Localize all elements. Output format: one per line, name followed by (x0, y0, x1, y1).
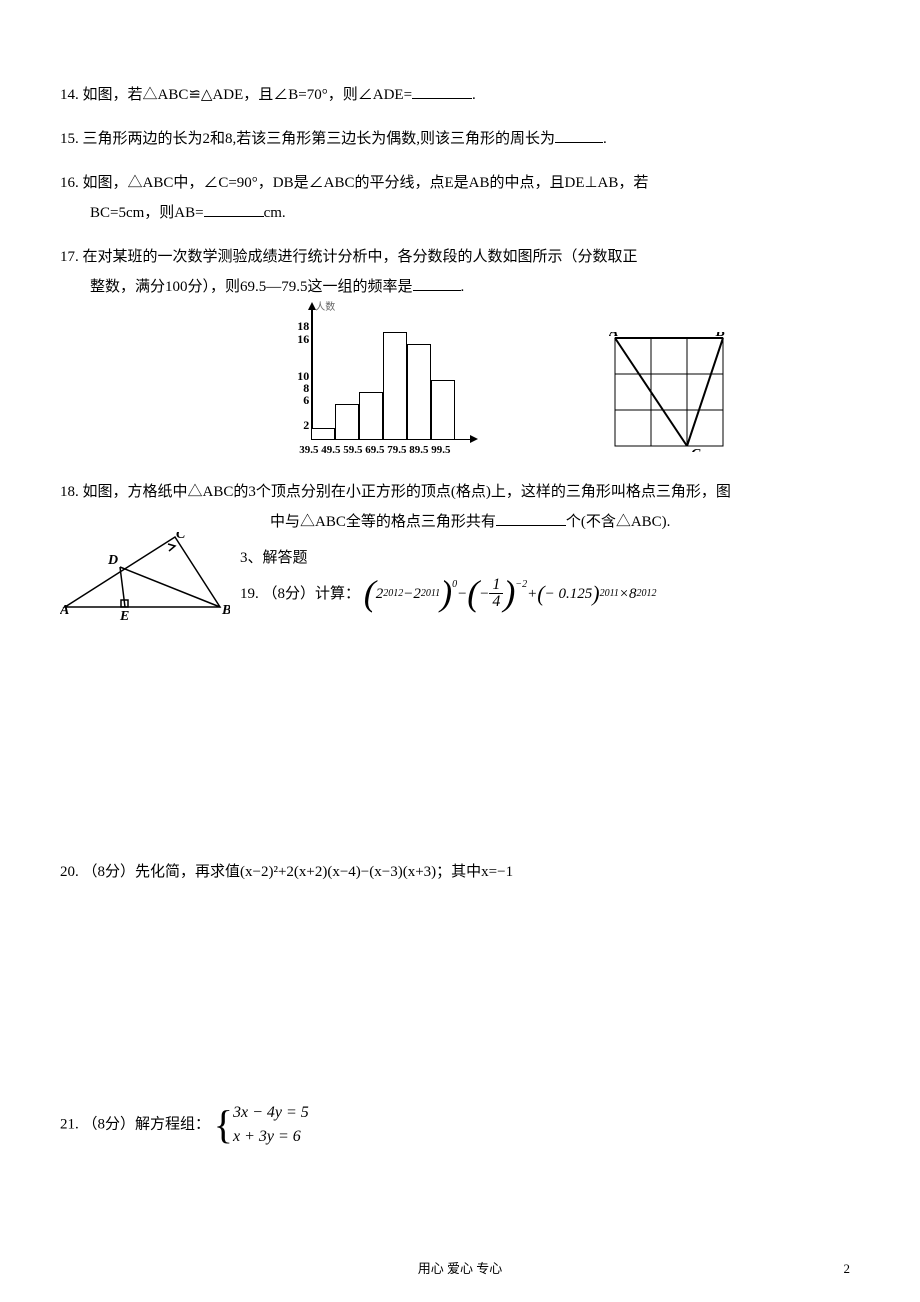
f-minus1: − (457, 579, 467, 609)
question-19: 19. （8分）计算： (22012 − 22011)0 − (−14)−2 +… (240, 577, 860, 610)
q15-blank (555, 125, 603, 143)
svg-text:C: C (176, 532, 186, 542)
q19-num: 19. (240, 579, 259, 609)
x-ticks: 39.5 49.5 59.5 69.5 79.5 89.5 99.5 (299, 444, 450, 456)
question-17: 17. 在对某班的一次数学测验成绩进行统计分析中，各分数段的人数如图所示（分数取… (60, 242, 860, 302)
f-p3e: 2011 (600, 584, 619, 604)
question-14: 14. 如图，若△ABC≌△ADE，且∠B=70°，则∠ADE=. (60, 80, 860, 110)
bar-5 (407, 344, 431, 440)
q21-eq1: 3x − 4y = 5 (233, 1101, 309, 1125)
q21-system: { 3x − 4y = 5 x + 3y = 6 (214, 1101, 309, 1149)
page-number: 2 (844, 1261, 851, 1277)
ytick-2: 2 (289, 418, 309, 433)
q18-num: 18. (60, 484, 79, 500)
q14-blank (412, 81, 472, 99)
q20-text: （8分）先化简，再求值(x−2)²+2(x+2)(x−4)−(x−3)(x+3)… (83, 864, 514, 880)
f-b1: 2 (376, 579, 384, 609)
q17-line2-before: 整数，满分100分），则69.5—79.5这一组的频率是 (90, 279, 413, 295)
page-footer: 用心 爱心 专心 (0, 1258, 920, 1277)
q16-blank (204, 199, 264, 217)
q20-num: 20. (60, 864, 79, 880)
y-axis (311, 304, 313, 440)
svg-text:B: B (221, 603, 230, 618)
figures-row: 人数 18 16 10 8 6 2 39 (60, 312, 860, 457)
q18-line2-before: 中与△ABC全等的格点三角形共有 (270, 514, 496, 530)
ytick-6: 6 (289, 393, 309, 408)
f-e2: 2011 (421, 584, 440, 604)
q18-line2-after: 个(不含△ABC). (566, 514, 671, 530)
f-p4e: 2012 (636, 584, 656, 604)
q15-num: 15. (60, 131, 79, 147)
question-20: 20. （8分）先化简，再求值(x−2)²+2(x+2)(x−4)−(x−3)(… (60, 857, 860, 887)
spacer-2 (60, 901, 860, 1101)
triangle-figure: A B C D E (60, 532, 230, 633)
ytick-16: 16 (289, 332, 309, 347)
bar-4 (383, 332, 407, 440)
q14-text-after: . (472, 87, 476, 103)
section-3-header: 3、解答题 (240, 543, 860, 573)
f-p4: 8 (629, 579, 637, 609)
q19-formula: (22012 − 22011)0 − (−14)−2 + (− 0.125)20… (364, 577, 657, 610)
svg-text:E: E (119, 609, 129, 622)
q16-line2-before: BC=5cm，则AB= (90, 205, 204, 221)
q21-eq2: x + 3y = 6 (233, 1125, 309, 1149)
q14-text-before: 如图，若△ABC≌△ADE，且∠B=70°，则∠ADE= (83, 87, 413, 103)
q17-blank (413, 273, 461, 291)
f-fd: 4 (489, 594, 503, 610)
q18-blank (496, 508, 566, 526)
q17-line2-after: . (461, 279, 465, 295)
bar-2 (335, 404, 359, 440)
question-15: 15. 三角形两边的长为2和8,若该三角形第三边长为偶数,则该三角形的周长为. (60, 124, 860, 154)
q14-num: 14. (60, 87, 79, 103)
grid-triangle-figure: A B C (609, 332, 729, 457)
f-p3: − 0.125 (545, 579, 593, 609)
q15-text-before: 三角形两边的长为2和8,若该三角形第三边长为偶数,则该三角形的周长为 (83, 131, 556, 147)
question-16: 16. 如图，△ABC中，∠C=90°，DB是∠ABC的平分线，点E是AB的中点… (60, 168, 860, 228)
q21-num: 21. (60, 1116, 79, 1132)
x-arrow (470, 435, 478, 443)
q15-text-after: . (603, 131, 607, 147)
svg-text:A: A (60, 603, 69, 618)
q18-line1: 如图，方格纸中△ABC的3个顶点分别在小正方形的顶点(格点)上，这样的三角形叫格… (83, 484, 731, 500)
f-e1: 2012 (383, 584, 403, 604)
q16-line2-after: cm. (264, 205, 286, 221)
bar-6 (431, 380, 455, 440)
question-18: 18. 如图，方格纸中△ABC的3个顶点分别在小正方形的顶点(格点)上，这样的三… (60, 477, 860, 633)
q16-line1: 如图，△ABC中，∠C=90°，DB是∠ABC的平分线，点E是AB的中点，且DE… (83, 175, 649, 191)
question-21: 21. （8分）解方程组： { 3x − 4y = 5 x + 3y = 6 (60, 1101, 860, 1149)
f-b2: 2 (413, 579, 421, 609)
f-fe: −2 (515, 575, 527, 595)
q19-prefix: （8分）计算： (263, 579, 361, 609)
grid-label-A: A (609, 332, 618, 340)
f-fn: 1 (489, 577, 503, 594)
hist-ylabel: 人数 (315, 298, 335, 313)
svg-text:D: D (107, 553, 118, 568)
f-m1: − (403, 579, 413, 609)
bar-3 (359, 392, 383, 440)
q16-num: 16. (60, 175, 79, 191)
f-times: × (619, 579, 629, 609)
f-plus1: + (527, 579, 537, 609)
y-arrow (308, 302, 316, 310)
histogram-chart: 人数 18 16 10 8 6 2 39 (311, 312, 466, 440)
f-neg: − (479, 579, 489, 609)
q17-line1: 在对某班的一次数学测验成绩进行统计分析中，各分数段的人数如图所示（分数取正 (83, 249, 638, 265)
grid-label-B: B (714, 332, 724, 340)
bar-1 (311, 428, 335, 440)
q17-num: 17. (60, 249, 79, 265)
grid-label-C: C (691, 447, 701, 452)
q21-prefix: （8分）解方程组： (83, 1116, 211, 1132)
spacer-1 (60, 647, 860, 857)
